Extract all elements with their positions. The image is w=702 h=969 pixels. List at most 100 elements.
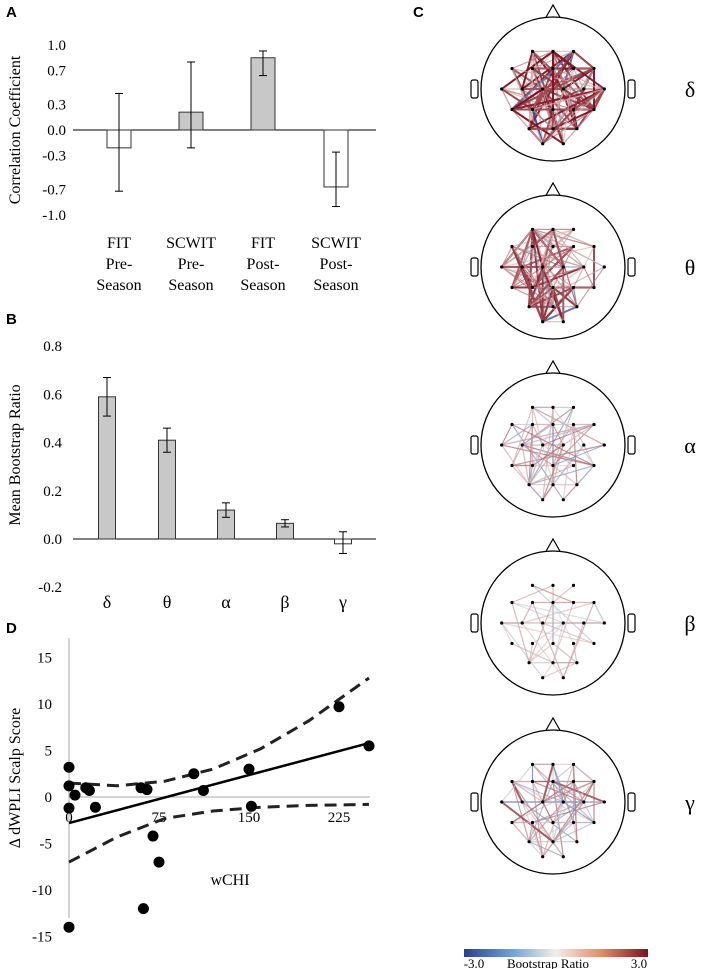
connection-edge: [501, 424, 533, 446]
electrode-dot: [520, 800, 524, 804]
a-category-label: SCWIT: [311, 235, 361, 252]
connection-edge: [542, 266, 554, 288]
connection-edge: [562, 622, 585, 678]
connection-edge: [593, 602, 605, 624]
electrode-dot: [530, 463, 535, 468]
electrode-dot: [561, 855, 565, 859]
electrode-dot: [510, 422, 514, 427]
electrode-dot: [510, 244, 514, 249]
connection-edge: [521, 801, 544, 857]
connection-edge: [511, 601, 564, 624]
connection-edge: [511, 109, 530, 130]
connection-edge: [532, 801, 605, 824]
connection-edge: [532, 88, 605, 111]
electrode-dot: [551, 244, 555, 249]
electrode-dot: [561, 320, 565, 324]
connection-edge: [541, 764, 554, 803]
electrode-dot: [551, 641, 555, 646]
a-y-tick-label: -0.3: [42, 149, 66, 165]
electrode-dot: [510, 779, 514, 784]
electrode-dot: [571, 463, 576, 468]
colorbar: -3.0 Bootstrap Ratio 3.0: [464, 949, 648, 969]
connection-edge: [511, 601, 605, 624]
electrode-dot: [510, 641, 514, 646]
electrode-dot: [592, 422, 596, 427]
left-ear-icon: [470, 435, 479, 455]
electrode-dot: [571, 820, 576, 825]
topoplot-3: [470, 359, 636, 518]
connection-edge: [511, 444, 605, 467]
electrode-dot: [541, 320, 545, 324]
connection-edge: [511, 245, 564, 268]
d-ci-upper-curve: [68, 676, 370, 788]
electrode-dot: [575, 840, 579, 844]
a-category-label: Season: [313, 277, 358, 294]
d-y-tick-label: -5: [40, 837, 53, 853]
a-y-tick-label: 1.0: [47, 38, 66, 54]
a-y-tick-label: 0.3: [47, 98, 66, 114]
electrode-dot: [500, 443, 504, 447]
electrode-dot: [575, 305, 579, 309]
left-ear-icon: [470, 257, 479, 277]
connection-edge: [562, 484, 578, 501]
electrode-dot: [541, 265, 545, 269]
electrode-dot: [510, 463, 514, 468]
electrode-dot: [551, 600, 555, 605]
connection-edge: [521, 51, 534, 90]
band-label: α: [684, 433, 696, 458]
d-x-tick-label: 150: [238, 810, 261, 826]
electrode-dot: [510, 820, 514, 825]
right-ear-icon: [627, 79, 636, 99]
d-regression-line: [68, 741, 370, 825]
connection-edge: [511, 88, 544, 111]
connection-edge: [511, 246, 554, 308]
electrode-dot: [592, 244, 596, 249]
connection-edge: [511, 245, 584, 268]
b-category-label: θ: [163, 592, 172, 612]
b-category-label: δ: [103, 592, 111, 612]
topoplot-5: [470, 716, 636, 875]
connection-edge: [528, 464, 574, 486]
d-data-point: [63, 761, 75, 773]
electrode-dot: [551, 463, 555, 468]
connection-edge: [528, 484, 544, 501]
electrode-dot: [541, 87, 545, 91]
electrode-dot: [510, 285, 514, 290]
electrode-dot: [592, 463, 596, 468]
connection-edge: [542, 662, 554, 679]
electrode-dot: [530, 107, 535, 112]
d-ci-lower-curve: [68, 802, 370, 864]
d-data-point: [153, 856, 165, 868]
connection-edge: [552, 228, 595, 248]
electrode-dot: [527, 840, 531, 844]
band-label: β: [684, 611, 695, 636]
d-data-point: [333, 701, 345, 713]
connection-edge: [531, 228, 554, 248]
electrode-dot: [561, 142, 565, 146]
connection-edge: [501, 424, 513, 446]
electrode-dot: [571, 762, 576, 767]
a-category-label: Pre-: [178, 256, 205, 273]
electrode-dot: [602, 800, 606, 804]
band-label: δ: [685, 77, 695, 102]
a-category-label: Post-: [320, 256, 353, 273]
electrode-dot: [527, 305, 531, 309]
a-category-label: FIT: [251, 235, 275, 252]
connection-edge: [511, 423, 595, 467]
a-category-label: SCWIT: [166, 235, 216, 252]
d-data-point: [141, 784, 153, 796]
b-y-tick-label: 0.4: [43, 436, 62, 452]
electrode-dot: [571, 641, 576, 646]
connection-edge: [531, 229, 544, 268]
electrode-dot: [582, 621, 586, 625]
electrode-dot: [510, 600, 514, 605]
connection-edge: [531, 88, 544, 110]
electrode-dot: [551, 107, 555, 112]
colorbar-min-label: -3.0: [464, 956, 485, 969]
electrode-dot: [551, 305, 555, 309]
electrode-dot: [571, 285, 576, 290]
a-category-label: Season: [240, 277, 285, 294]
connection-edge: [528, 444, 544, 485]
d-data-point: [69, 789, 81, 801]
connection-edge: [511, 67, 605, 90]
